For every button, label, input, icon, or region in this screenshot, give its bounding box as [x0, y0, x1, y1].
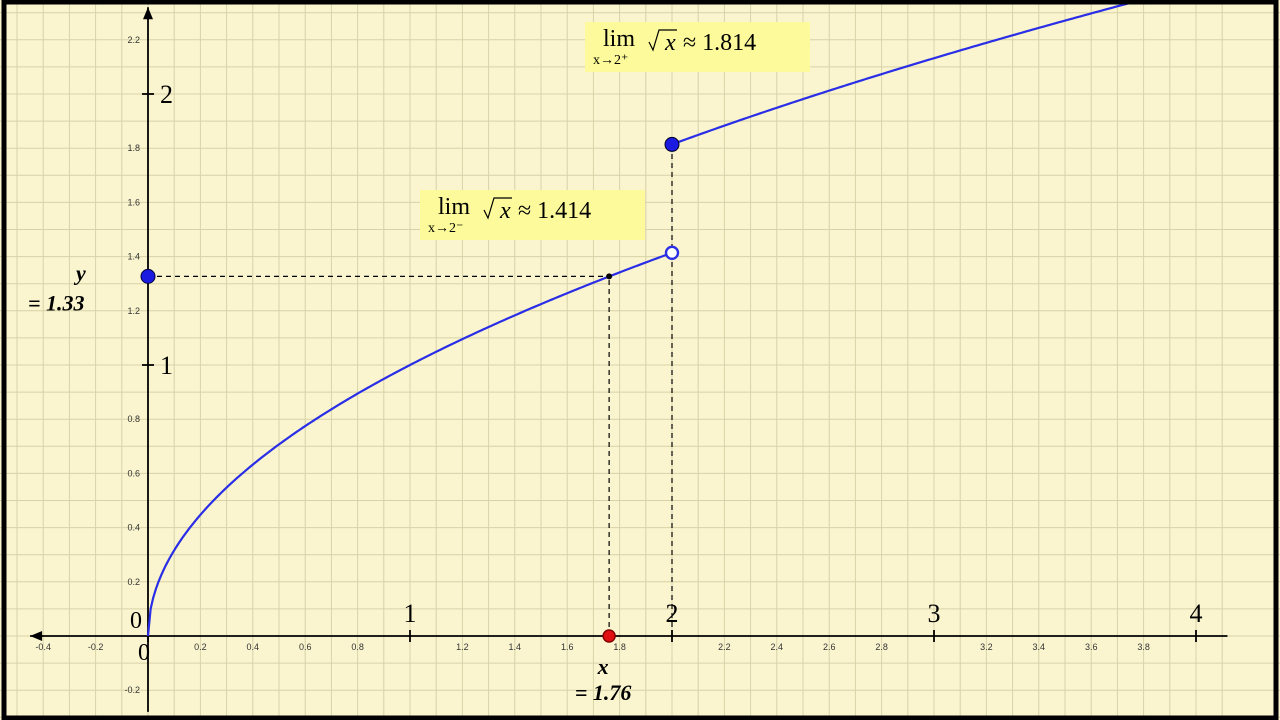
y-minor-label: 0.2	[127, 577, 140, 587]
x-minor-label: 3.4	[1033, 642, 1046, 652]
svg-text:x: x	[499, 198, 511, 224]
x-minor-label: 2.8	[875, 642, 888, 652]
y-minor-label: -0.2	[124, 685, 140, 695]
y-minor-label: 1.8	[127, 143, 140, 153]
y-coord-label-line2: = 1.33	[28, 290, 85, 315]
plot-background	[0, 0, 1280, 720]
y-minor-label: 1.4	[127, 252, 140, 262]
x-minor-label: 1.4	[509, 642, 522, 652]
x-tick-label: 1	[404, 599, 417, 628]
x-coord-label-line1: x	[597, 654, 609, 679]
x-minor-label: 0.8	[351, 642, 364, 652]
x-minor-label: -0.4	[35, 642, 51, 652]
limit-plot: 12341200-0.4-0.20.20.40.60.81.21.41.61.8…	[0, 0, 1280, 720]
y-minor-label: 0.4	[127, 523, 140, 533]
x-minor-label: 2.6	[823, 642, 836, 652]
x-minor-label: 1.2	[456, 642, 469, 652]
x-minor-label: 1.8	[613, 642, 626, 652]
svg-text:lim: lim	[603, 26, 635, 52]
y-tick-label: 1	[160, 351, 173, 380]
closed-point	[665, 137, 679, 151]
svg-text:≈ 1.414: ≈ 1.414	[518, 198, 591, 224]
y-tick-label: 2	[160, 80, 173, 109]
trace-dot	[606, 273, 612, 279]
origin-label-bottom: 0	[138, 640, 150, 666]
x-minor-label: 0.4	[247, 642, 260, 652]
x-tick-label: 4	[1190, 599, 1203, 628]
svg-text:≈ 1.814: ≈ 1.814	[683, 30, 756, 56]
svg-text:x→2⁺: x→2⁺	[593, 53, 628, 68]
svg-text:x: x	[664, 30, 676, 56]
open-point	[666, 247, 678, 259]
x-minor-label: 1.6	[561, 642, 574, 652]
origin-label-top: 0	[130, 608, 142, 634]
x-tick-label: 3	[928, 599, 941, 628]
y-minor-label: 2.2	[127, 35, 140, 45]
y-minor-label: 0.8	[127, 414, 140, 424]
x-axis-dot	[603, 630, 615, 642]
y-minor-label: 1.6	[127, 197, 140, 207]
x-minor-label: 3.8	[1137, 642, 1150, 652]
y-minor-label: 1.2	[127, 306, 140, 316]
x-minor-label: 0.6	[299, 642, 312, 652]
x-minor-label: 0.2	[194, 642, 207, 652]
x-minor-label: -0.2	[88, 642, 104, 652]
x-minor-label: 2.4	[771, 642, 784, 652]
x-coord-label-line2: = 1.76	[575, 680, 632, 705]
svg-text:x→2⁻: x→2⁻	[428, 221, 463, 236]
x-minor-label: 3.2	[980, 642, 993, 652]
x-minor-label: 3.6	[1085, 642, 1098, 652]
svg-text:lim: lim	[438, 194, 470, 220]
y-minor-label: 0.6	[127, 468, 140, 478]
x-minor-label: 2.2	[718, 642, 731, 652]
y-axis-dot	[141, 269, 155, 283]
